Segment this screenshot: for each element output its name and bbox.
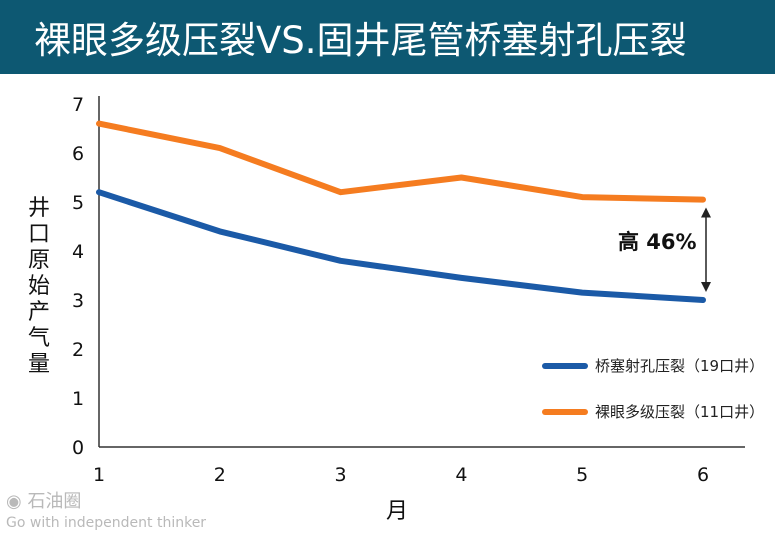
x-tick-label: 5 [576,464,588,486]
watermark-logo-text: 石油圈 [27,491,82,512]
y-tick-label: 3 [72,290,84,312]
x-tick-label: 1 [93,464,105,486]
page-title: 裸眼多级压裂VS.固井尾管桥塞射孔压裂 [34,19,687,62]
difference-arrow-head-up [701,207,711,218]
y-tick-label: 2 [72,339,84,361]
y-axis-label: 井口原始产气量 [27,196,50,377]
y-tick-label: 4 [72,241,84,263]
legend-label-openhole: 裸眼多级压裂（11口井） [595,403,765,421]
watermark-logo: ◉ 石油圈 [6,491,82,512]
watermark-tagline: Go with independent thinker [6,515,207,531]
x-tick-label: 3 [335,464,347,486]
legend-swatch-openhole [542,409,588,415]
difference-arrow-head-down [701,282,711,292]
series-line-2 [96,120,706,203]
y-tick-label: 0 [72,437,84,459]
legend-label-plug-perf: 桥塞射孔压裂（19口井） [595,357,765,375]
y-tick-label: 6 [72,143,84,165]
y-tick-label: 1 [72,388,84,410]
x-axis-label: 月 [386,499,409,524]
x-tick-label: 6 [697,464,709,486]
title-bar: 裸眼多级压裂VS.固井尾管桥塞射孔压裂 [0,0,775,74]
series-line-1 [96,189,706,303]
y-tick-label: 7 [72,94,84,116]
y-tick-label: 5 [72,192,84,214]
watermark: ◉ 石油圈 Go with independent thinker [6,487,206,531]
legend-swatch-plug-perf [542,363,588,369]
difference-annotation: 高 46% [618,230,697,254]
x-tick-label: 4 [455,464,467,486]
x-tick-label: 2 [214,464,226,486]
